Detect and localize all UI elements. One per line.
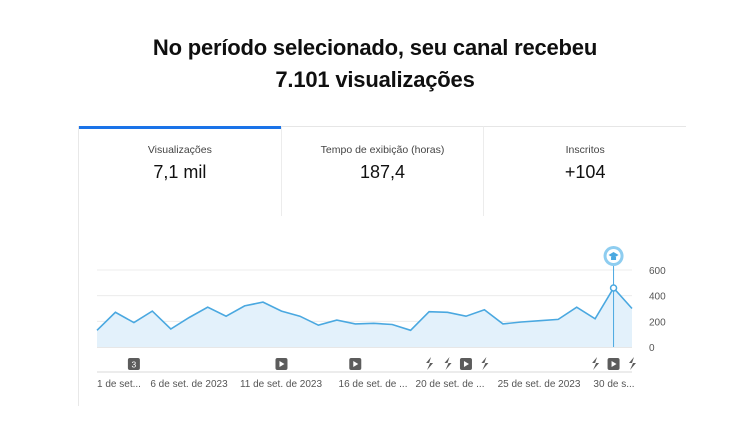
y-axis-labels: 600 400 200 0 (649, 266, 666, 354)
content-count-marker[interactable]: 3 (127, 358, 140, 370)
short-marker[interactable] (481, 357, 489, 370)
content-markers: 3 (127, 357, 636, 370)
short-marker[interactable] (592, 357, 600, 370)
x-axis-labels: 1 de set... 6 de set. de 2023 11 de set. d… (97, 371, 635, 390)
video-marker[interactable] (275, 358, 288, 370)
y-tick-label: 600 (649, 266, 666, 277)
tab-watch-time[interactable]: Tempo de exibição (horas) 187,4 (280, 126, 484, 216)
views-line (96, 286, 633, 332)
play-icon (279, 361, 285, 367)
tab-subscribers[interactable]: Inscritos +104 (483, 126, 687, 216)
video-marker[interactable] (349, 358, 362, 370)
x-tick-label: 25 de set. de 2023 (498, 379, 581, 390)
video-marker[interactable] (459, 358, 472, 370)
short-marker[interactable] (629, 357, 636, 370)
tab-subscribers-value: +104 (564, 162, 606, 182)
views-area (97, 288, 632, 347)
x-tick-label: 6 de set. de 2023 (150, 379, 228, 390)
shorts-icon (592, 357, 600, 370)
video-marker[interactable] (607, 358, 620, 370)
count-badge-label: 3 (132, 360, 137, 370)
shorts-icon (481, 357, 489, 370)
views-chart[interactable]: 600 400 200 0 3 1 de set... 6 de set. de 202… (79, 126, 686, 406)
graduation-cap-icon (608, 252, 619, 258)
tab-views[interactable]: Visualizações 7,1 mil (79, 126, 281, 216)
graduation-cap-base (611, 257, 617, 260)
milestone-group (603, 246, 624, 347)
y-tick-label: 200 (649, 317, 666, 328)
x-tick-label: 30 de s... (593, 379, 634, 390)
short-marker[interactable] (444, 357, 452, 370)
play-icon (611, 361, 617, 367)
y-tick-label: 0 (649, 343, 655, 354)
tab-views-label: Visualizações (147, 144, 212, 156)
short-marker[interactable] (426, 357, 434, 370)
shorts-icon (444, 357, 452, 370)
tab-watch-time-label: Tempo de exibição (horas) (320, 144, 445, 156)
play-icon (353, 361, 359, 367)
play-icon (463, 361, 469, 367)
shorts-icon (629, 357, 636, 370)
headline: No período selecionado, seu canal recebe… (0, 32, 750, 96)
headline-line-1: No período selecionado, seu canal recebe… (152, 35, 598, 60)
tab-watch-time-value: 187,4 (359, 162, 406, 182)
x-tick-label: 1 de set... (97, 379, 141, 390)
x-tick-label: 11 de set. de 2023 (240, 379, 323, 390)
tab-subscribers-label: Inscritos (565, 144, 605, 156)
x-tick-label: 20 de set. de ... (416, 379, 485, 390)
milestone-point (609, 284, 618, 292)
count-badge (127, 358, 140, 370)
shorts-icon (426, 357, 434, 370)
tab-views-value: 7,1 mil (153, 162, 207, 182)
analytics-card: Visualizações 7,1 mil Tempo de exibição … (78, 126, 687, 406)
x-tick-label: 16 de set. de ... (339, 379, 408, 390)
headline-line-2: 7.101 visualizações (275, 67, 475, 92)
metric-tabs: Visualizações 7,1 mil Tempo de exibição … (79, 126, 687, 216)
y-tick-label: 400 (649, 292, 666, 303)
